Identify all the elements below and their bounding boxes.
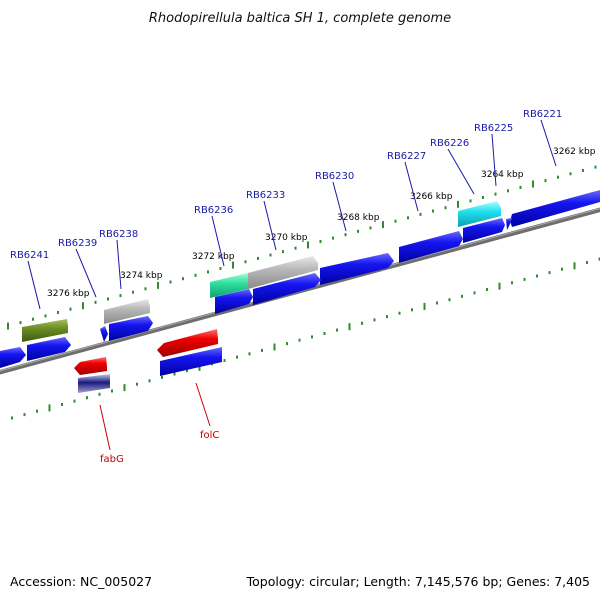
kbp-label: 3268 kbp <box>337 213 380 223</box>
gene-rb6238-arrow[interactable] <box>109 316 153 341</box>
gene-labels-top: RB6221 RB6225 RB6226 RB6227 RB6230 RB623… <box>10 109 562 261</box>
kbp-label: 3274 kbp <box>120 271 163 281</box>
reverse-strand-genes <box>74 329 222 393</box>
ruler-ticks-lower <box>11 257 600 420</box>
gene-rb6230-arrow[interactable] <box>320 253 394 285</box>
gene-label-rb6239[interactable]: RB6239 <box>58 238 97 249</box>
gene-fabg[interactable] <box>74 357 107 375</box>
gene-label-rb6238[interactable]: RB6238 <box>99 229 138 240</box>
gene-rb6225-arrow[interactable] <box>463 218 505 243</box>
gene-rb6233-grey[interactable] <box>248 256 318 289</box>
gene-left-edge-arrow[interactable] <box>0 347 26 368</box>
map-title: Rhodopirellula baltica SH 1, complete ge… <box>149 11 451 26</box>
gene-label-rb6236[interactable]: RB6236 <box>194 205 233 216</box>
gene-small-arrow-2[interactable] <box>100 326 108 342</box>
gene-label-fabg[interactable]: fabG <box>100 454 124 465</box>
genome-summary-text: Topology: circular; Length: 7,145,576 bp… <box>246 574 590 589</box>
gene-rb6236-arrow[interactable] <box>215 289 253 314</box>
kbp-label: 3276 kbp <box>47 289 90 299</box>
gene-labels-bottom: folC fabG <box>100 430 219 465</box>
gene-label-rb6227[interactable]: RB6227 <box>387 151 426 162</box>
gene-label-rb6226[interactable]: RB6226 <box>430 138 469 149</box>
kbp-label: 3262 kbp <box>553 147 596 157</box>
gene-label-rb6233[interactable]: RB6233 <box>246 190 285 201</box>
kbp-label: 3270 kbp <box>265 233 308 243</box>
gene-rb6241-olive[interactable] <box>22 319 68 342</box>
gene-label-rb6241[interactable]: RB6241 <box>10 250 49 261</box>
gene-rb6241-arrow[interactable] <box>27 337 71 361</box>
gene-rb6236-green[interactable] <box>210 273 248 298</box>
gene-rb6233-arrow[interactable] <box>253 273 321 305</box>
forward-strand-genes <box>0 190 600 368</box>
gene-small-arrow-1[interactable] <box>506 218 512 230</box>
gene-fabg-navy[interactable] <box>78 374 110 393</box>
gene-label-rb6221[interactable]: RB6221 <box>523 109 562 120</box>
gene-label-rb6230[interactable]: RB6230 <box>315 171 354 182</box>
accession-text: Accession: NC_005027 <box>10 574 152 589</box>
kbp-scale-labels: 3262 kbp 3264 kbp 3266 kbp 3268 kbp 3270… <box>47 147 596 299</box>
gene-label-folc[interactable]: folC <box>200 430 219 441</box>
gene-rb6225-highlight[interactable] <box>458 201 501 227</box>
gene-folc[interactable] <box>157 329 218 357</box>
ruler-ticks-upper <box>7 165 597 330</box>
kbp-label: 3264 kbp <box>481 170 524 180</box>
gene-folc-blue[interactable] <box>160 347 222 376</box>
gene-label-rb6225[interactable]: RB6225 <box>474 123 513 134</box>
kbp-label: 3272 kbp <box>192 252 235 262</box>
gene-rb6221-arrow[interactable] <box>510 190 600 227</box>
kbp-label: 3266 kbp <box>410 192 453 202</box>
gene-rb6227-arrow[interactable] <box>399 231 463 263</box>
gene-label-leaders <box>27 119 557 451</box>
gene-rb6238-grey[interactable] <box>104 299 150 324</box>
